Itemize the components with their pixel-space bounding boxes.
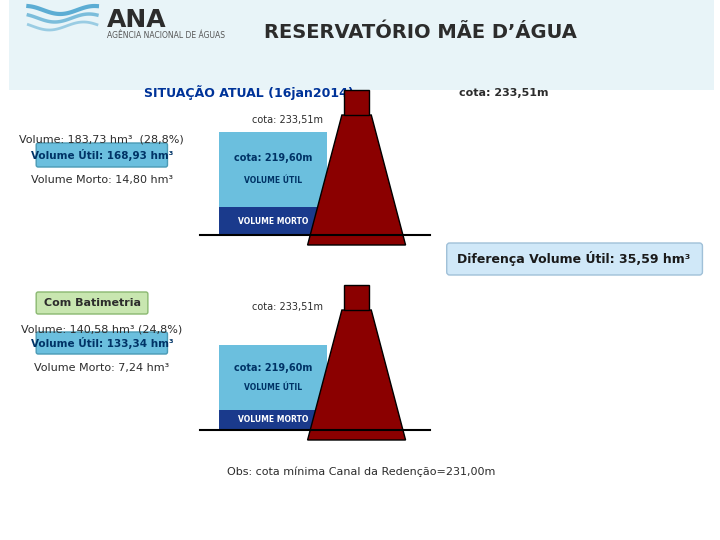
Polygon shape [344,285,369,310]
Text: Volume Útil: 168,93 hm³: Volume Útil: 168,93 hm³ [31,149,173,161]
FancyBboxPatch shape [36,143,168,167]
Text: VOLUME ÚTIL: VOLUME ÚTIL [244,383,302,391]
FancyBboxPatch shape [9,90,714,540]
FancyBboxPatch shape [220,207,327,235]
Text: RESERVATÓRIO MÃE D’ÁGUA: RESERVATÓRIO MÃE D’ÁGUA [264,23,577,42]
Text: ANA: ANA [107,8,166,32]
Text: Com Batimetria: Com Batimetria [43,298,140,308]
Text: Volume: 140,58 hm³ (24,8%): Volume: 140,58 hm³ (24,8%) [21,325,182,335]
Polygon shape [307,310,405,440]
Text: SITUAÇÃO ATUAL (16jan2014): SITUAÇÃO ATUAL (16jan2014) [144,85,354,100]
Text: cota: 233,51m: cota: 233,51m [253,115,323,125]
Text: Obs: cota mínima Canal da Redenção=231,00m: Obs: cota mínima Canal da Redenção=231,0… [228,467,495,477]
Text: cota: 233,51m: cota: 233,51m [253,302,323,312]
Text: Diferença Volume Útil: 35,59 hm³: Diferença Volume Útil: 35,59 hm³ [457,252,690,267]
Text: AGÊNCIA NACIONAL DE ÁGUAS: AGÊNCIA NACIONAL DE ÁGUAS [107,30,225,39]
Polygon shape [9,0,714,460]
Text: cota: 233,51m: cota: 233,51m [459,88,549,98]
Text: VOLUME ÚTIL: VOLUME ÚTIL [244,176,302,185]
Text: VOLUME MORTO: VOLUME MORTO [238,217,308,226]
FancyBboxPatch shape [220,345,327,410]
Polygon shape [307,115,405,245]
Polygon shape [344,90,369,115]
FancyBboxPatch shape [36,292,148,314]
Text: VOLUME MORTO: VOLUME MORTO [238,415,308,424]
Text: Volume Útil: 133,34 hm³: Volume Útil: 133,34 hm³ [30,337,173,349]
Text: cota: 219,60m: cota: 219,60m [234,153,312,163]
Text: Volume Morto: 7,24 hm³: Volume Morto: 7,24 hm³ [35,363,169,373]
Text: Volume: 183,73 hm³  (28,8%): Volume: 183,73 hm³ (28,8%) [19,135,184,145]
FancyBboxPatch shape [446,243,703,275]
Text: cota: 219,60m: cota: 219,60m [234,363,312,373]
Text: Volume Morto: 14,80 hm³: Volume Morto: 14,80 hm³ [31,175,173,185]
FancyBboxPatch shape [9,0,714,90]
FancyBboxPatch shape [220,132,327,207]
Polygon shape [9,0,714,465]
FancyBboxPatch shape [220,410,327,430]
FancyBboxPatch shape [36,332,168,354]
